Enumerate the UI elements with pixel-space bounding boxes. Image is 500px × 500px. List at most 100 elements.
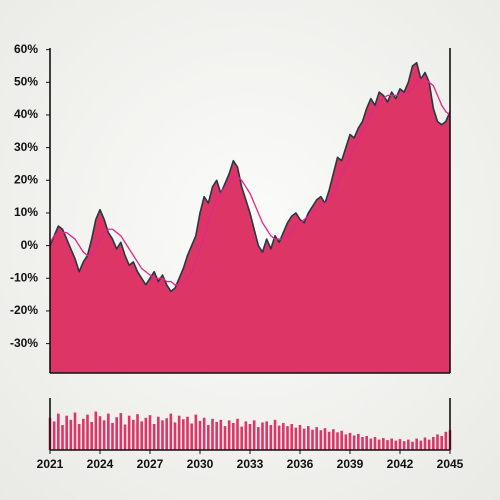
x-tick-label: 2039 [337, 457, 364, 471]
y-tick-label: 10% [14, 205, 38, 219]
volume-bar [282, 422, 285, 450]
volume-bar [273, 419, 277, 450]
volume-bar [394, 440, 398, 450]
volume-bar [52, 421, 56, 450]
volume-bar [194, 414, 198, 450]
volume-bar [94, 411, 98, 450]
volume-bar [82, 418, 85, 450]
y-tick-label: 30% [14, 140, 38, 154]
y-tick-label: -20% [10, 303, 38, 317]
volume-bar [165, 418, 168, 450]
volume-bar [344, 434, 348, 450]
volume-bar [127, 415, 131, 450]
volume-bar [69, 419, 73, 450]
volume-bar [186, 416, 189, 450]
volume-bar [182, 419, 185, 450]
volume-bar [302, 428, 306, 450]
volume-bar [115, 417, 118, 450]
volume-bar [252, 420, 256, 450]
volume-bar [423, 437, 427, 450]
y-tick-label: 40% [14, 107, 38, 121]
volume-bar [336, 432, 339, 450]
volume-bar [240, 426, 243, 450]
volume-bar [232, 422, 235, 450]
volume-bar [173, 422, 177, 450]
volume-bar [323, 428, 327, 450]
volume-bar [432, 437, 435, 450]
volume-bar [361, 437, 364, 450]
volume-bar [290, 424, 293, 450]
volume-bar [294, 427, 298, 450]
volume-bar [65, 415, 68, 450]
volume-bar [144, 417, 148, 450]
volume-bar [77, 424, 81, 450]
price-line [49, 61, 451, 293]
volume-bar [311, 429, 314, 450]
volume-bar [444, 431, 448, 450]
volume-bar [369, 438, 373, 450]
volume-bar [382, 438, 385, 450]
volume-bar [227, 420, 231, 450]
volume-bar [86, 414, 89, 450]
volume-bar [123, 424, 127, 450]
x-tick-label: 2021 [37, 457, 64, 471]
volume-bar [415, 438, 418, 450]
volume-bar [319, 430, 323, 450]
volume-bar [307, 426, 310, 450]
volume-bar [157, 416, 160, 450]
volume-bar [390, 438, 393, 450]
volume-bar [427, 439, 431, 450]
x-tick-label: 2036 [287, 457, 314, 471]
volume-bar [277, 425, 281, 450]
volume-bar [261, 422, 264, 450]
volume-bar [386, 440, 389, 450]
volume-bar [136, 414, 139, 450]
x-tick-label: 2027 [137, 457, 164, 471]
volume-bar [102, 420, 106, 450]
volume-bar [169, 413, 173, 450]
volume-bar [198, 420, 202, 450]
volume-bar [61, 425, 64, 450]
area [50, 62, 450, 373]
volume-bar [223, 426, 227, 450]
moving-average-line [49, 78, 451, 286]
volume-bar [107, 413, 110, 450]
y-tick-label: -10% [10, 270, 38, 284]
volume-bar [286, 426, 289, 450]
volume-bar [211, 418, 214, 450]
y-tick-label: 60% [14, 42, 38, 56]
volume-bar [332, 429, 335, 450]
volume-bar [98, 416, 102, 450]
volume-bar [132, 419, 135, 450]
volume-bar [248, 424, 252, 450]
volume-bar [440, 435, 443, 450]
y-tick-label: 50% [14, 74, 38, 88]
volume-bar [340, 430, 343, 450]
x-tick-label: 2033 [237, 457, 264, 471]
volume-bar [377, 439, 381, 450]
volume-bar [244, 421, 248, 450]
volume-bar [315, 427, 318, 450]
volume-bar [177, 415, 181, 450]
volume-bar [348, 432, 352, 450]
volume-bar [161, 420, 164, 450]
volume-bar [90, 421, 93, 450]
volume-bar [407, 439, 410, 450]
volume-bar [152, 424, 156, 450]
volume-bar [327, 431, 331, 450]
volume-bar [219, 419, 223, 450]
y-tick-label: 20% [14, 172, 38, 186]
volume-bar [419, 440, 423, 450]
y-tick-label: -30% [10, 336, 38, 350]
volume-bar [119, 413, 123, 450]
volume-bar [57, 413, 60, 450]
volume-bar [73, 412, 77, 450]
volume-bar [298, 425, 302, 450]
volume-bar [373, 437, 377, 450]
volume-bar [215, 421, 218, 450]
volume-bar [398, 439, 402, 450]
volume-bar [236, 418, 239, 450]
volume-bar [202, 417, 206, 450]
